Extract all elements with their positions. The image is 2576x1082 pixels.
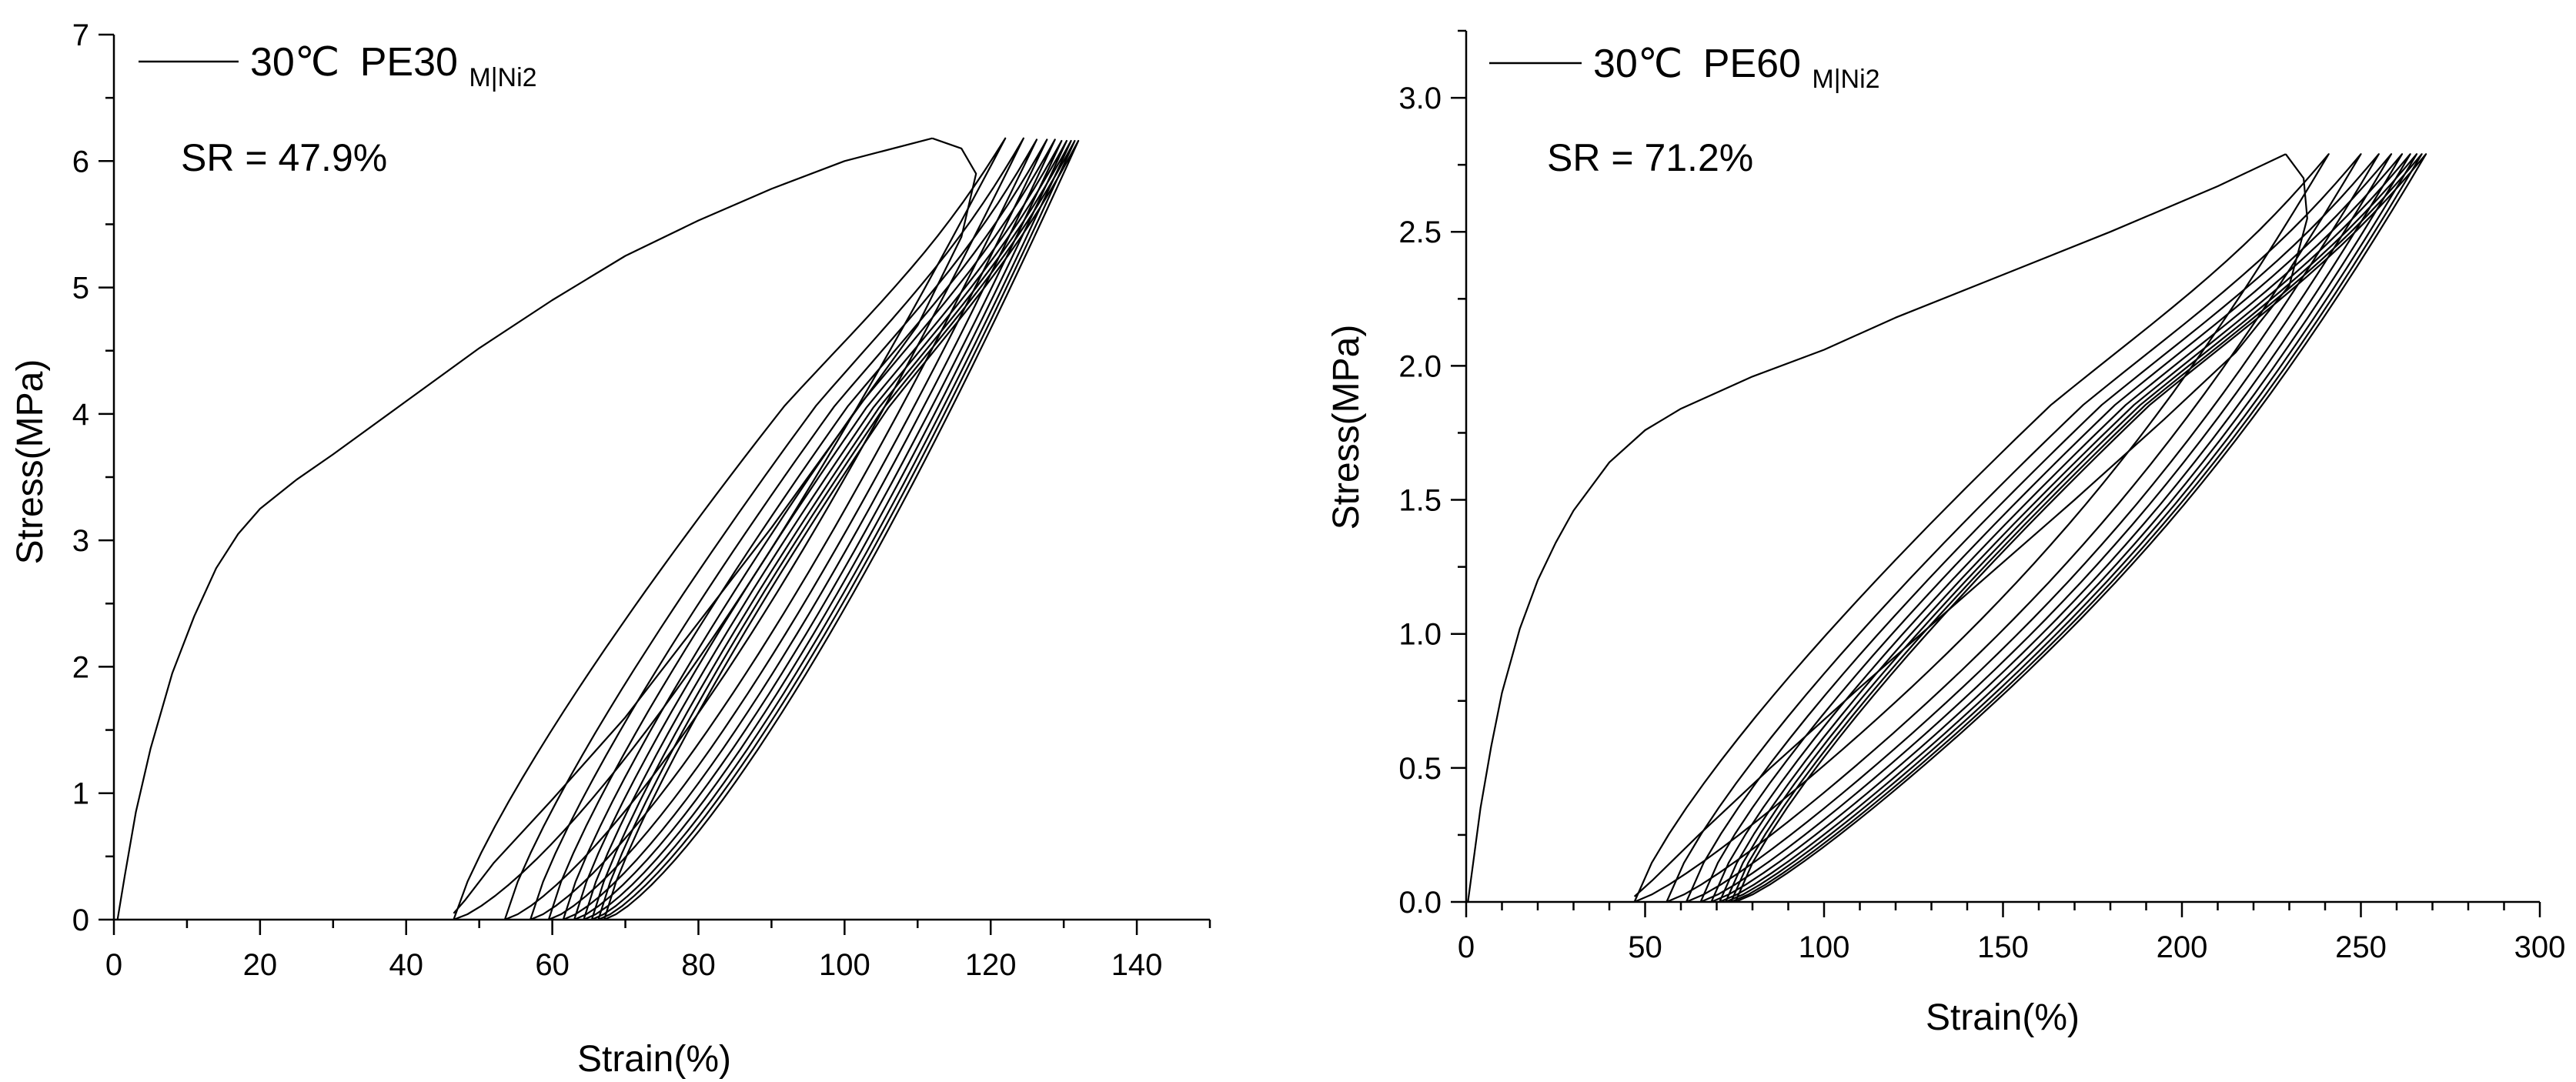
legend-name: PE60: [1703, 42, 1801, 86]
legend-temp: 30℃: [1593, 42, 1682, 86]
cycle-loop-5: [1710, 153, 2404, 903]
tick-labels-pe60: 0 50 100 150 200 250 300 0.0 0.5 1.0 1.5 2.0 2.5 3.0: [1398, 82, 2565, 964]
y-tick-label: 0.5: [1398, 752, 1442, 786]
cycle-loop-1: [1633, 153, 2330, 903]
tick-labels-pe30: 0 20 40 60 80 100 120 140 0 1 2 3 4 5 6 7: [72, 18, 1163, 982]
cycle-loop-5: [562, 139, 1056, 921]
sr-annotation: SR = 71.2%: [1547, 136, 1753, 179]
y-tick-label: 3: [72, 524, 89, 558]
y-tick-label: 1.5: [1398, 484, 1442, 518]
cycle-loop-10: [603, 139, 1080, 921]
legend-temp: 30℃: [250, 40, 339, 85]
x-tick-label: 100: [819, 948, 870, 982]
cycle-loop-2: [1666, 153, 2362, 903]
x-tick-label: 50: [1628, 930, 1662, 964]
x-tick-label: 200: [2157, 930, 2208, 964]
x-tick-label: 300: [2514, 930, 2566, 964]
y-tick-label: 2.5: [1398, 215, 1442, 249]
y-tick-label: 2.0: [1398, 349, 1442, 383]
cycle-loop-4: [547, 139, 1048, 921]
cycle-loop-9: [1734, 153, 2427, 903]
cycle-loop-7: [1725, 153, 2418, 903]
y-tick-label: 3.0: [1398, 82, 1442, 115]
y-tick-label: 2: [72, 650, 89, 684]
y-tick-label: 6: [72, 145, 89, 179]
cycle-loop-2: [503, 137, 1024, 921]
legend-subscript: M|Ni2: [1812, 65, 1879, 94]
legend-pe60: 30℃ PE60 M|Ni2: [1489, 42, 1880, 94]
legend-pe30: 30℃ PE30 M|Ni2: [139, 40, 537, 92]
cycle-loop-8: [1730, 153, 2423, 903]
x-tick-label: 20: [243, 948, 278, 982]
svg-text:30℃ PE30 M|Ni2: 30℃ PE30 M|Ni2: [250, 40, 537, 92]
cycle-loop-4: [1699, 153, 2393, 903]
y-axis-label: Stress(MPa): [1326, 325, 1367, 530]
x-tick-label: 60: [535, 948, 570, 982]
x-axis-label: Strain(%): [577, 1039, 731, 1080]
y-tick-label: 5: [72, 272, 89, 306]
svg-text:30℃ PE60 M|Ni2: 30℃ PE60 M|Ni2: [1593, 42, 1880, 94]
x-tick-label: 80: [681, 948, 716, 982]
x-tick-label: 250: [2335, 930, 2387, 964]
x-tick-label: 150: [1977, 930, 2029, 964]
curves-pe30: [116, 137, 1080, 921]
first-loading-curve: [1467, 153, 2287, 903]
cycle-loop-1: [453, 137, 1007, 921]
x-tick-label: 140: [1111, 948, 1163, 982]
first-unloading-curve: [1633, 153, 2308, 897]
x-tick-label: 100: [1799, 930, 1850, 964]
x-tick-label: 0: [105, 948, 122, 982]
cycle-loop-3: [1685, 153, 2380, 903]
cycle-loop-6: [1719, 153, 2411, 903]
chart-pe30: 0 20 40 60 80 100 120 140 0 1 2 3 4 5 6 7 Strain(%) Str…: [10, 18, 1211, 1080]
legend-subscript: M|Ni2: [469, 63, 536, 92]
first-loading-curve: [116, 137, 933, 920]
sr-annotation: SR = 47.9%: [181, 136, 387, 179]
y-axis-label: Stress(MPa): [10, 359, 51, 565]
x-tick-label: 40: [389, 948, 423, 982]
cycle-loop-9: [597, 139, 1076, 921]
first-unloading-curve: [453, 137, 977, 914]
x-tick-label: 0: [1458, 930, 1475, 964]
y-tick-label: 0: [72, 903, 89, 937]
x-tick-label: 120: [965, 948, 1017, 982]
cycle-loop-6: [573, 139, 1063, 921]
y-tick-label: 1.0: [1398, 618, 1442, 652]
cycle-loop-3: [530, 139, 1038, 921]
y-tick-label: 1: [72, 777, 89, 811]
axes-pe30: [99, 33, 1211, 935]
y-tick-label: 4: [72, 398, 89, 432]
chart-pe60: 0 50 100 150 200 250 3000.00.51.01.52.02.53.0 …: [1326, 29, 2565, 1038]
cycle-loop-7: [583, 139, 1067, 921]
axes-pe60: [1451, 29, 2541, 917]
x-axis-label: Strain(%): [1926, 997, 2080, 1038]
legend-name: PE30: [360, 40, 458, 85]
y-tick-label: 7: [72, 18, 89, 52]
cycle-loop-8: [590, 139, 1072, 921]
y-tick-label: 0.0: [1398, 886, 1442, 920]
curves-pe60: [1467, 153, 2427, 903]
